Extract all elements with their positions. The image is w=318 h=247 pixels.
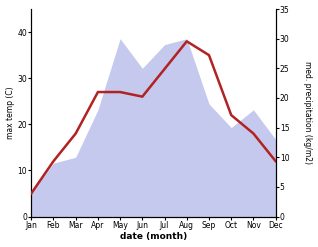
- Y-axis label: med. precipitation (kg/m2): med. precipitation (kg/m2): [303, 61, 313, 164]
- Y-axis label: max temp (C): max temp (C): [5, 86, 15, 139]
- X-axis label: date (month): date (month): [120, 232, 187, 242]
